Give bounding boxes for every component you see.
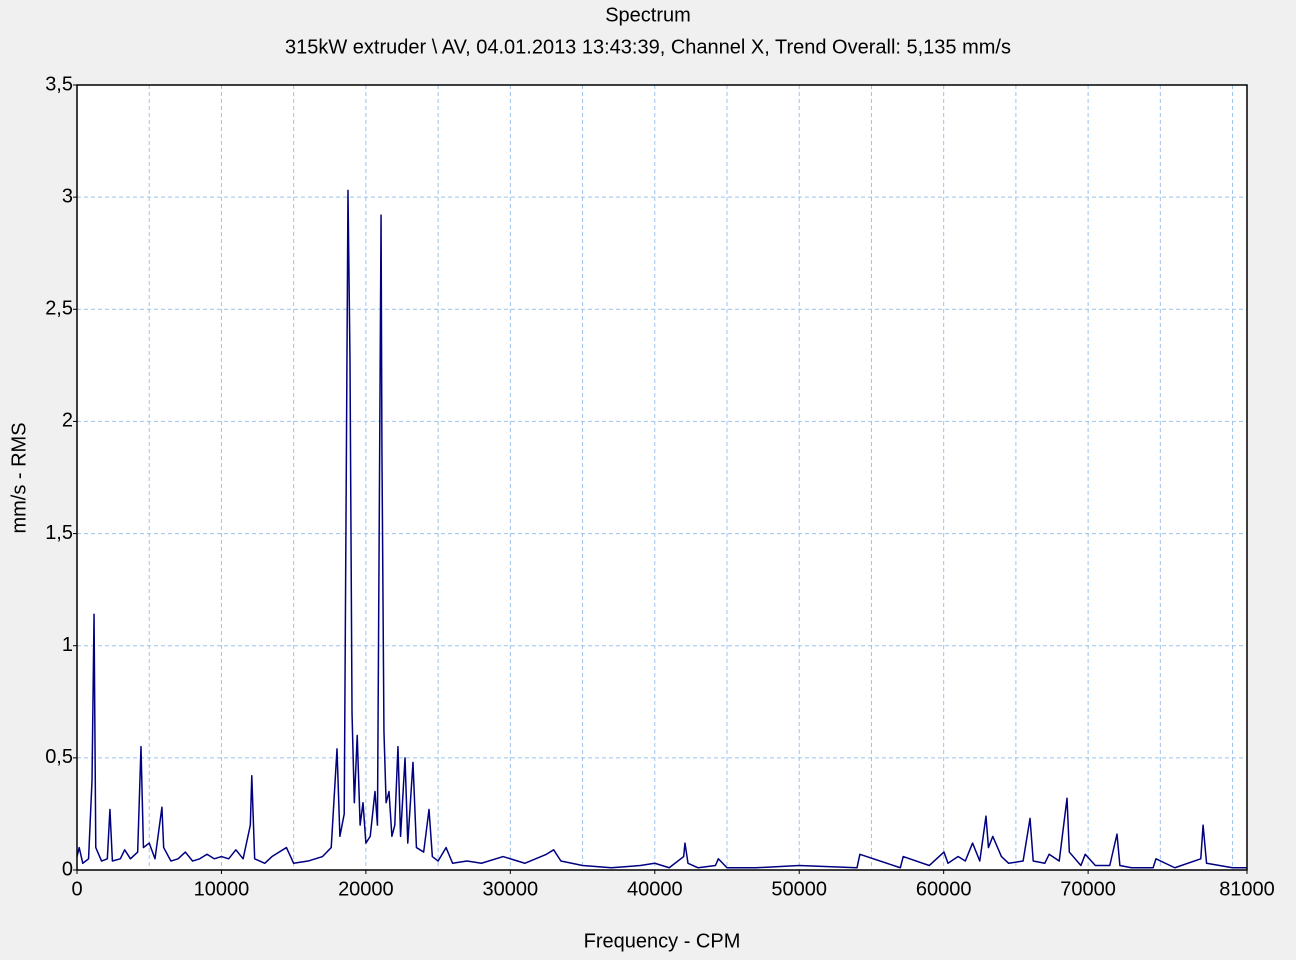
x-tick-label: 60000 xyxy=(916,878,972,900)
plot-area xyxy=(77,85,1247,870)
x-tick-label: 40000 xyxy=(627,878,683,900)
y-tick-label: 2,5 xyxy=(45,298,73,320)
x-tick-label: 70000 xyxy=(1060,878,1116,900)
y-tick-label: 0 xyxy=(62,858,73,880)
x-tick-label: 0 xyxy=(71,878,82,900)
x-tick-label: 20000 xyxy=(338,878,394,900)
y-tick-label: 0,5 xyxy=(45,746,73,768)
plot-border xyxy=(76,84,1248,871)
x-tick-label: 81000 xyxy=(1219,878,1275,900)
x-tick-label: 10000 xyxy=(194,878,250,900)
chart-subtitle: 315kW extruder \ AV, 04.01.2013 13:43:39… xyxy=(285,36,1011,58)
marks xyxy=(76,189,1247,869)
x-tick-label: 50000 xyxy=(771,878,827,900)
y-tick-label: 3,5 xyxy=(45,73,73,95)
x-tick-label: 30000 xyxy=(483,878,539,900)
y-tick-label: 1 xyxy=(62,634,73,656)
chart-title: Spectrum xyxy=(605,4,691,26)
x-axis-label: Frequency - CPM xyxy=(584,930,741,952)
spectrum-line xyxy=(76,189,1247,869)
y-tick-label: 1,5 xyxy=(45,522,73,544)
y-tick-label: 2 xyxy=(62,410,73,432)
y-axis-label: mm/s - RMS xyxy=(8,422,30,533)
y-tick-label: 3 xyxy=(62,185,73,207)
